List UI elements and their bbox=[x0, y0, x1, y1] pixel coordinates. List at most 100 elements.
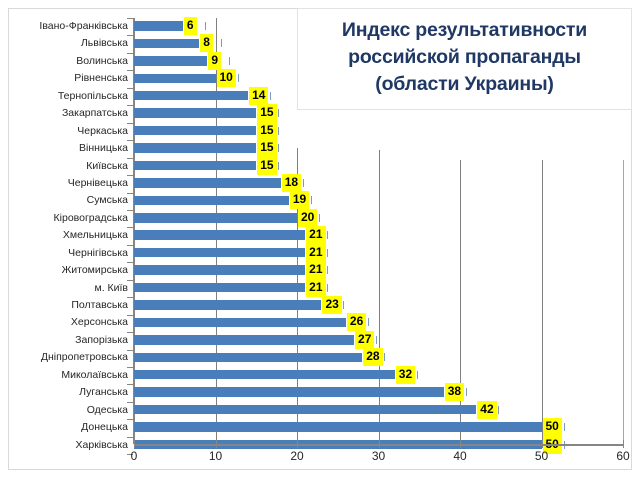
bar[interactable] bbox=[134, 125, 257, 136]
bar-value-label: 9 bbox=[208, 51, 222, 70]
bar[interactable] bbox=[134, 90, 249, 101]
bar-value-label: 32 bbox=[395, 365, 416, 384]
y-axis-tick bbox=[127, 332, 133, 334]
category-label: Харківська bbox=[75, 438, 128, 451]
bar-end-tick bbox=[327, 231, 329, 240]
x-axis-tick bbox=[541, 440, 543, 448]
bar-end-tick bbox=[384, 353, 386, 362]
bar-value-label: 10 bbox=[216, 69, 236, 88]
y-axis-tick bbox=[127, 454, 133, 456]
x-axis-tick bbox=[460, 440, 461, 448]
y-axis-tick bbox=[127, 140, 133, 142]
category-label: Хмельницька bbox=[62, 229, 128, 242]
bar-end-tick bbox=[319, 213, 320, 222]
bar[interactable] bbox=[134, 213, 297, 223]
gridline-40 bbox=[460, 160, 461, 444]
category-label: Чернігівська bbox=[68, 246, 128, 259]
bar-end-tick bbox=[563, 423, 565, 432]
category-label: Луганська bbox=[79, 386, 128, 399]
bar[interactable] bbox=[134, 404, 477, 415]
bar-value-label: 15 bbox=[257, 121, 277, 140]
bar-value-label: 18 bbox=[281, 173, 302, 192]
y-axis-tick bbox=[127, 18, 133, 19]
bar[interactable] bbox=[134, 369, 395, 380]
y-axis-tick bbox=[127, 122, 133, 124]
bar[interactable] bbox=[134, 247, 306, 258]
bar-value-label: 27 bbox=[355, 330, 375, 349]
bar-value-label: 15 bbox=[257, 139, 277, 158]
bar-value-label: 42 bbox=[477, 400, 497, 419]
bar[interactable] bbox=[134, 73, 216, 83]
bar-value-label: 15 bbox=[257, 156, 277, 175]
bar[interactable] bbox=[134, 143, 257, 153]
chart-title-line: (области Украины) bbox=[375, 73, 554, 95]
gridline-50 bbox=[541, 160, 543, 444]
category-label: Одеська bbox=[86, 403, 128, 416]
category-label: Полтавська bbox=[71, 299, 128, 311]
plot-right-edge bbox=[623, 160, 624, 444]
bar[interactable] bbox=[134, 317, 346, 328]
x-axis-tick-label: 40 bbox=[453, 449, 467, 463]
y-axis-tick bbox=[127, 192, 133, 194]
category-label: Кіровоградська bbox=[53, 211, 128, 224]
bar-value-label: 15 bbox=[257, 104, 277, 123]
x-axis-tick bbox=[134, 440, 135, 448]
bar-end-tick bbox=[278, 109, 280, 118]
y-axis-tick bbox=[127, 367, 133, 368]
category-label: Рівненська bbox=[74, 72, 128, 85]
bar[interactable] bbox=[134, 178, 281, 188]
bar[interactable] bbox=[134, 352, 363, 362]
chart-title: Индекс результативности российской пропаг… bbox=[303, 17, 626, 98]
bar-value-label: 21 bbox=[306, 226, 326, 245]
category-label: Дніпропетровська bbox=[40, 351, 128, 364]
y-axis-tick bbox=[127, 279, 133, 281]
category-label: Сумська bbox=[86, 194, 128, 207]
bar-value-label: 26 bbox=[346, 313, 367, 332]
bar[interactable] bbox=[134, 230, 306, 240]
bar-end-tick bbox=[278, 126, 280, 135]
bar-end-tick bbox=[367, 318, 369, 327]
y-axis-category-labels: Івано-Франківська Львівська Волинська Рівне… bbox=[10, 18, 128, 454]
bar[interactable] bbox=[134, 300, 322, 310]
y-axis-tick bbox=[127, 105, 133, 107]
y-axis-tick bbox=[127, 52, 133, 54]
y-axis-tick bbox=[127, 401, 133, 403]
bar-value-label: 38 bbox=[444, 383, 465, 402]
bar-end-tick bbox=[278, 161, 280, 170]
category-label: Тернопільська bbox=[57, 89, 128, 102]
x-axis-tick bbox=[623, 440, 624, 448]
bar[interactable] bbox=[134, 56, 208, 66]
bar[interactable] bbox=[134, 108, 257, 118]
bar-end-tick bbox=[376, 335, 378, 344]
bar-end-tick bbox=[343, 301, 345, 309]
bar-value-label: 14 bbox=[249, 86, 269, 105]
bar-value-label: 6 bbox=[183, 17, 197, 35]
category-label: Вінницька bbox=[79, 142, 128, 155]
bar[interactable] bbox=[134, 195, 289, 206]
y-axis-tick bbox=[127, 384, 133, 386]
y-axis-tick bbox=[127, 227, 133, 229]
category-label: Львівська bbox=[80, 37, 128, 50]
y-axis-tick bbox=[127, 157, 133, 159]
bar[interactable] bbox=[134, 160, 257, 171]
y-axis-tick bbox=[127, 209, 133, 211]
bar[interactable] bbox=[134, 265, 306, 275]
category-label: Запорізька bbox=[75, 333, 128, 346]
bar-value-label: 21 bbox=[306, 261, 326, 280]
bar[interactable] bbox=[134, 422, 542, 432]
bar[interactable] bbox=[134, 21, 183, 31]
bar-end-tick bbox=[229, 56, 231, 65]
bar[interactable] bbox=[134, 387, 444, 397]
y-axis-tick bbox=[127, 436, 133, 438]
x-axis-tick-label: 10 bbox=[208, 449, 223, 463]
bar[interactable] bbox=[134, 335, 355, 345]
y-axis-tick bbox=[127, 314, 133, 316]
bar[interactable] bbox=[134, 282, 306, 293]
bar[interactable] bbox=[134, 38, 200, 49]
x-axis-tick-label: 50 bbox=[534, 449, 549, 463]
category-label: Миколаївська bbox=[61, 368, 128, 381]
bar-end-tick bbox=[416, 370, 418, 379]
y-axis-tick bbox=[127, 244, 133, 246]
bar-end-tick bbox=[327, 266, 329, 275]
